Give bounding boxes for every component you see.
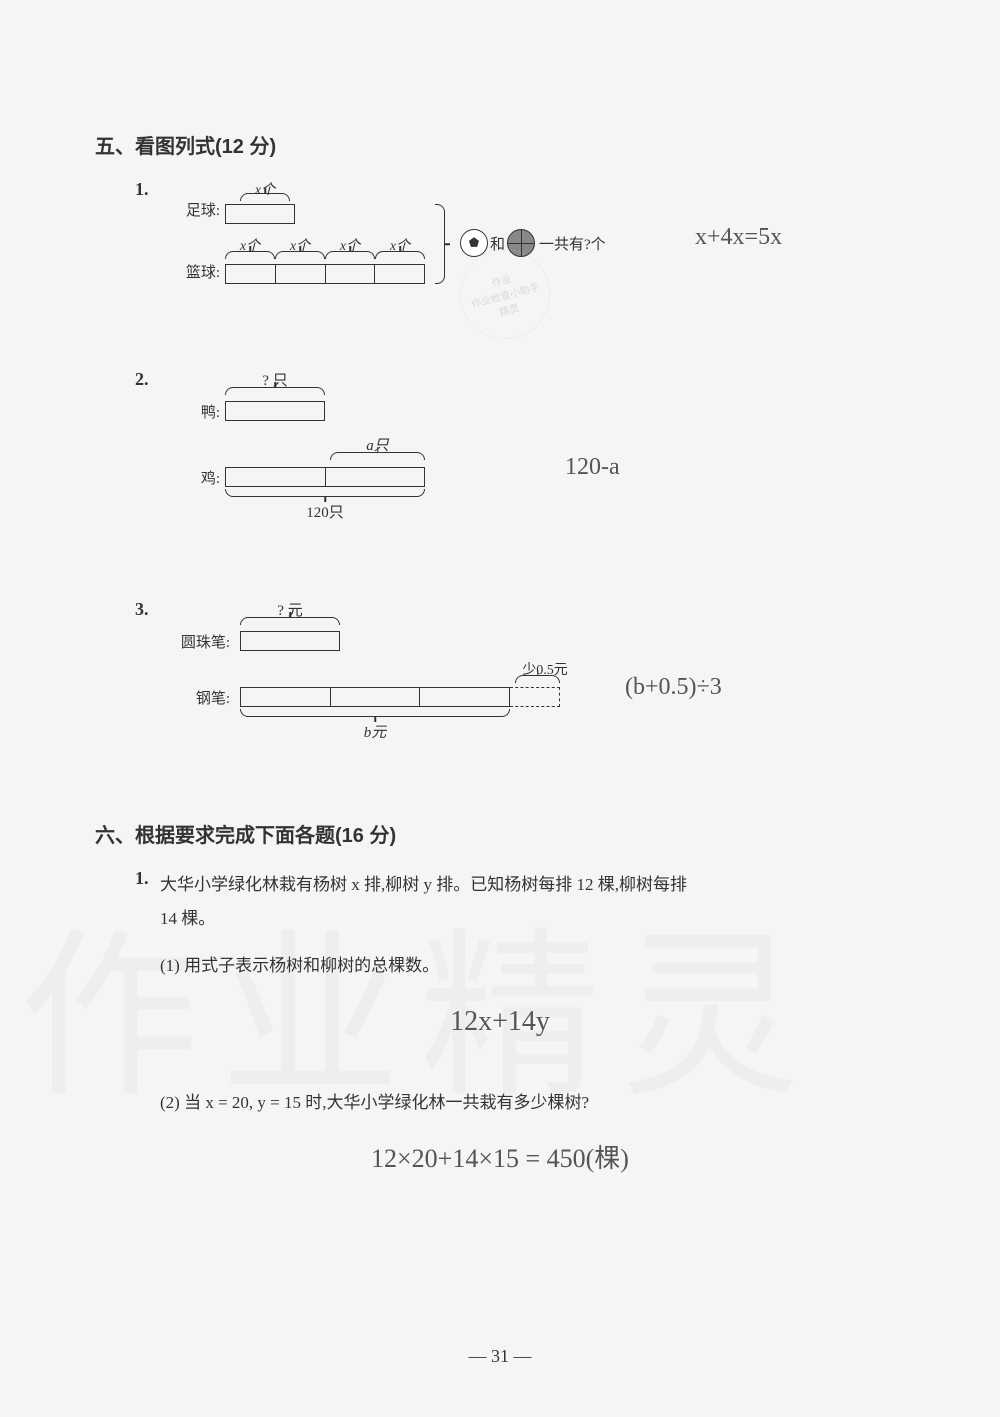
p1-answer: x+4x=5x [695,224,782,251]
q1-sub1: (1) 用式子表示杨树和柳树的总棵数。 [160,951,905,976]
q1-text-a: 大华小学绿化林栽有杨树 x 排,柳树 y 排。已知杨树每排 12 棵,柳树每排 [160,868,905,902]
p2-answer: 120-a [565,454,620,481]
p2-brace-top-2 [330,452,425,460]
ballpen-label: 圆珠笔: [165,631,235,652]
p3-brace-top-1 [240,617,340,625]
p3-brace-top-2 [515,675,560,683]
chicken-label: 鸡: [165,467,225,488]
p3-answer: (b+0.5)÷3 [625,674,722,701]
page-number: — 31 — [469,1346,532,1367]
pen-label: 钢笔: [165,687,235,708]
section5-header: 五、看图列式(12 分) [95,130,905,159]
problem-1: 1. 足球: x个 篮球: x个 x个 x个 x个 [95,179,905,309]
p2-chicken-bar [225,467,425,487]
p3-pen-bar [240,687,510,707]
basketball-label: 篮球: [165,261,225,282]
p1-brace-top-3 [275,251,325,259]
problem-2-num: 2. [135,369,149,390]
p1-brace-right [435,204,445,284]
p2-brace-top-1 [225,387,325,395]
section-6: 六、根据要求完成下面各题(16 分) 1. 大华小学绿化林栽有杨树 x 排,柳树… [95,819,905,1175]
q1-sub2: (2) 当 x = 20, y = 15 时,大华小学绿化林一共栽有多少棵树? [160,1088,905,1113]
q1-text-b: 14 棵。 [160,902,905,936]
problem-1-num: 1. [135,179,149,200]
p1-football-bar [225,204,295,224]
problem-3: 3. 圆珠笔: ? 元 钢笔: 少0.5元 b元 (b+0.5)÷3 [95,599,905,749]
p2-brace-bottom [225,489,425,497]
p3-brace-bottom [240,709,510,717]
p2-total-label: 120只 [225,501,425,522]
p1-brace-top-4 [325,251,375,259]
section6-header: 六、根据要求完成下面各题(16 分) [95,819,905,848]
p2-duck-bar [225,401,325,421]
p1-basketball-bar [225,264,425,284]
p3-b-label: b元 [240,721,510,742]
duck-label: 鸭: [165,401,225,422]
q1-ans1: 12x+14y [95,1006,905,1038]
q1-ans2: 12×20+14×15 = 450(棵) [95,1138,905,1175]
p3-dashed-box [510,687,560,707]
p1-brace-top-1 [240,193,290,201]
q1-num: 1. [135,868,149,889]
problem-2: 2. 鸭: ? 只 鸡: a只 120只 120-a [95,369,905,519]
p3-ballpen-bar [240,631,340,651]
p1-brace-top-2 [225,251,275,259]
p1-brace-top-5 [375,251,425,259]
problem-3-num: 3. [135,599,149,620]
p1-total-q: 一共有?个 [539,233,606,254]
football-label: 足球: [165,199,225,220]
